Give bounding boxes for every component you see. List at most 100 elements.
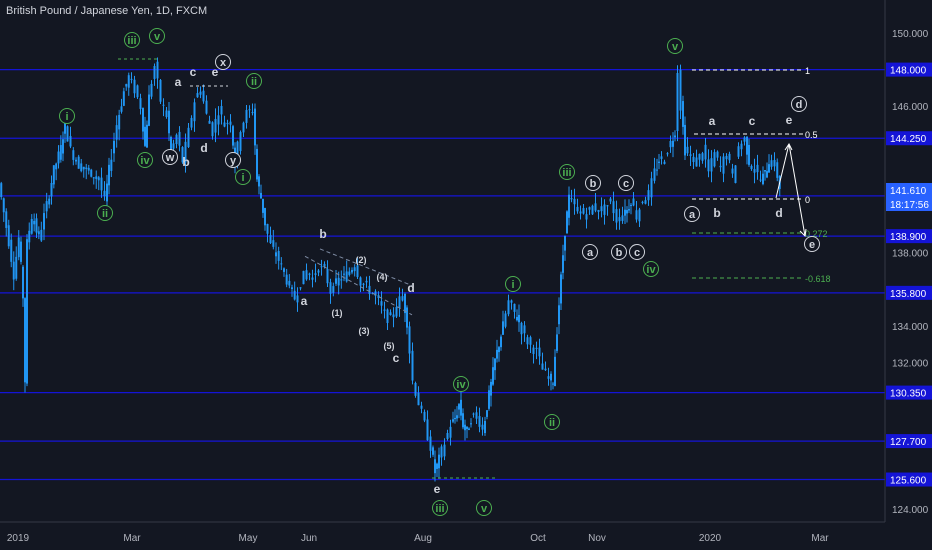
- fib-level-label: 0: [805, 195, 810, 205]
- candle-body: [420, 405, 423, 409]
- candle-body: [417, 392, 420, 406]
- candle-body: [62, 139, 64, 154]
- candle-body: [254, 108, 256, 146]
- candle-body: [582, 208, 585, 214]
- candle-body: [356, 265, 359, 278]
- candle-body: [340, 279, 343, 281]
- candle-body: [734, 165, 737, 183]
- candle-body: [716, 151, 719, 158]
- candle-body: [547, 376, 550, 379]
- time-tick-label: Mar: [123, 533, 141, 544]
- candle-body: [408, 326, 411, 354]
- candle-body: [122, 91, 125, 106]
- candle-body: [672, 140, 674, 147]
- candle-body: [597, 210, 600, 212]
- candle-body: [466, 426, 468, 430]
- candle-body: [283, 268, 285, 272]
- candle-body: [242, 122, 245, 133]
- candle-body: [326, 268, 329, 284]
- candle-body: [275, 252, 277, 257]
- candle-body: [148, 94, 150, 126]
- wave-label-white: y: [230, 155, 237, 167]
- wave-label-green: ii: [102, 208, 108, 220]
- candle-body: [576, 206, 579, 212]
- time-tick-label: Mar: [811, 533, 829, 544]
- candle-body: [175, 134, 178, 145]
- candle-body: [460, 399, 462, 416]
- wave-label-green: ii: [251, 76, 257, 88]
- candle-body: [656, 169, 658, 171]
- candle-body: [380, 301, 383, 306]
- candle-body: [669, 141, 672, 148]
- candle-body: [17, 237, 20, 258]
- wave-label-green-circle: [149, 28, 165, 44]
- candle-body: [223, 122, 226, 127]
- candle-body: [64, 118, 66, 134]
- candle-body: [432, 447, 434, 455]
- channel-line: [304, 255, 413, 316]
- candle-body: [566, 211, 568, 234]
- candle-body: [478, 416, 481, 427]
- wave-label-white: x: [220, 57, 227, 69]
- wave-label-green: i: [241, 172, 244, 184]
- wave-label: b: [319, 227, 326, 241]
- candle-body: [236, 141, 239, 165]
- candle-body: [404, 293, 406, 314]
- candle-body: [426, 419, 429, 441]
- candle-body: [440, 446, 443, 458]
- candle-body: [196, 93, 199, 98]
- candle-body: [72, 150, 75, 160]
- candle-body: [558, 305, 560, 325]
- wave-label-white-circle: [618, 175, 634, 191]
- candle-body: [552, 383, 554, 385]
- wave-label: d: [200, 141, 207, 155]
- candle-body: [59, 145, 62, 160]
- candle-body: [142, 108, 144, 132]
- wave-label-green-circle: [453, 376, 469, 392]
- candle-body: [115, 125, 118, 140]
- candle-body: [679, 69, 682, 111]
- candle-body: [606, 205, 609, 207]
- wave-label-white: c: [623, 178, 629, 190]
- candle-body: [630, 204, 632, 206]
- candle-body: [305, 270, 308, 280]
- candle-body: [193, 102, 196, 122]
- candle-body: [120, 106, 123, 112]
- candle-body: [139, 98, 142, 109]
- candle-body: [248, 109, 251, 111]
- candle-body: [106, 183, 108, 202]
- candle-body: [692, 156, 695, 163]
- candle-body: [535, 347, 538, 349]
- candle-body: [377, 295, 380, 298]
- candle-body: [266, 223, 269, 234]
- candle-body: [423, 411, 426, 421]
- candle-body: [35, 218, 38, 233]
- candle-body: [776, 162, 779, 178]
- candle-body: [502, 321, 504, 335]
- candle-body: [438, 454, 440, 469]
- candle-body: [406, 307, 408, 328]
- candle-body: [695, 157, 698, 167]
- wave-label-green-circle: [97, 205, 113, 221]
- candle-body: [698, 153, 701, 160]
- candle-body: [663, 161, 666, 164]
- candle-body: [564, 235, 566, 251]
- candle-body: [475, 412, 478, 419]
- wave-label: c: [393, 351, 400, 365]
- candle-body: [125, 84, 128, 87]
- wave-label: a: [301, 294, 308, 308]
- candle-body: [45, 201, 48, 212]
- candle-body: [768, 164, 770, 173]
- candle-body: [609, 198, 612, 202]
- candle-body: [133, 79, 136, 94]
- candle-body: [523, 325, 526, 334]
- level-price-label: 130.350: [890, 389, 927, 400]
- wave-label-white: b: [590, 178, 597, 190]
- candle-body: [429, 436, 432, 451]
- candle-body: [110, 159, 113, 171]
- time-tick-label: Aug: [414, 533, 432, 544]
- candle-body: [280, 263, 283, 265]
- candle-body: [95, 176, 98, 179]
